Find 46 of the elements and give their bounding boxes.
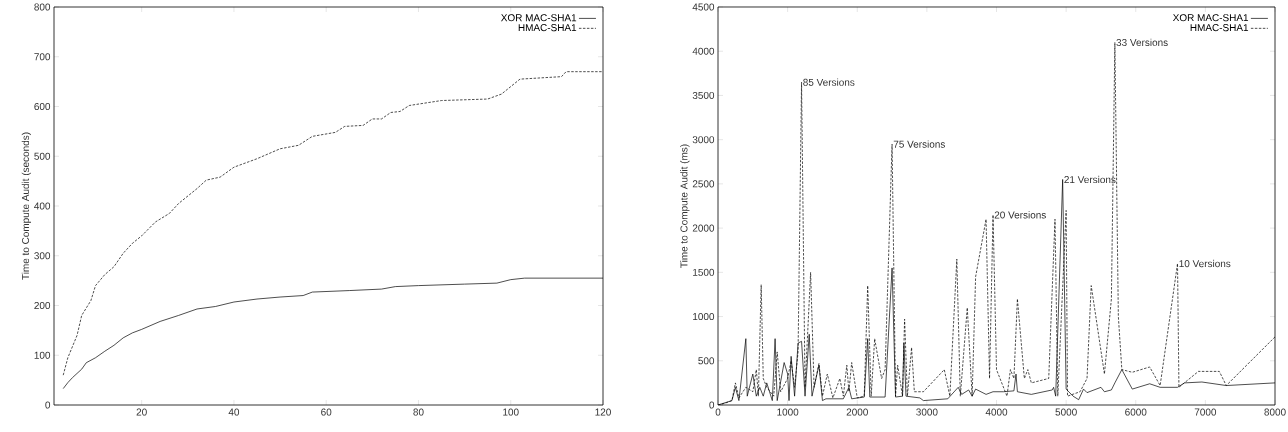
- annotation: 33 Versions: [1116, 38, 1168, 47]
- y-tick-label: 3500: [692, 91, 715, 99]
- annotation: 20 Versions: [994, 211, 1046, 219]
- y-tick-label: 4000: [692, 47, 715, 55]
- x-tick-label: 8000: [1264, 408, 1286, 416]
- y-tick-label: 0: [45, 401, 51, 409]
- y-tick-label: 500: [698, 357, 715, 365]
- y-tick-label: 3000: [692, 136, 715, 144]
- annotation: 75 Versions: [893, 140, 945, 148]
- legend-label: XOR MAC-SHA1: [501, 14, 577, 22]
- y-tick-label: 1000: [693, 313, 715, 321]
- y-tick-label: 100: [34, 351, 51, 359]
- annotation: 85 Versions: [803, 78, 855, 86]
- x-tick-label: 120: [595, 408, 611, 416]
- y-tick-label: 0: [709, 401, 715, 409]
- x-tick-label: 5000: [1055, 408, 1077, 416]
- x-tick-label: 80: [413, 408, 424, 416]
- y-tick-label: 700: [34, 53, 51, 61]
- x-tick-label: 7000: [1194, 408, 1217, 416]
- y-tick-label: 2000: [692, 224, 715, 232]
- legend-label: HMAC-SHA1: [518, 24, 577, 32]
- y-tick-label: 500: [34, 152, 51, 160]
- x-tick-label: 2000: [846, 408, 868, 416]
- legend-label: HMAC-SHA1: [1190, 24, 1249, 32]
- y-tick-label: 2500: [692, 180, 715, 188]
- x-tick-label: 6000: [1125, 408, 1147, 416]
- x-tick-label: 4000: [985, 408, 1008, 416]
- y-tick-label: 600: [34, 102, 51, 111]
- x-tick-label: 1000: [777, 408, 799, 416]
- x-tick-label: 40: [228, 408, 240, 416]
- y-tick-label: 300: [34, 252, 51, 260]
- y-axis-title: Time to Compute Audit (ms): [680, 144, 690, 268]
- legend-label: XOR MAC-SHA1: [1172, 14, 1249, 22]
- annotation: 10 Versions: [1179, 259, 1231, 268]
- x-tick-label: 20: [136, 408, 147, 416]
- x-tick-label: 0: [715, 408, 721, 416]
- y-tick-label: 200: [34, 301, 51, 310]
- x-tick-label: 100: [503, 408, 519, 416]
- annotation: 21 Versions: [1064, 175, 1116, 184]
- y-tick-label: 800: [34, 3, 51, 11]
- y-tick-label: 4500: [692, 3, 715, 11]
- y-tick-label: 400: [34, 202, 51, 210]
- x-tick-label: 60: [321, 408, 332, 416]
- y-tick-label: 1500: [693, 268, 715, 276]
- x-tick-label: 3000: [916, 408, 938, 416]
- y-axis-title: Time to Compute Audit (seconds): [21, 132, 32, 280]
